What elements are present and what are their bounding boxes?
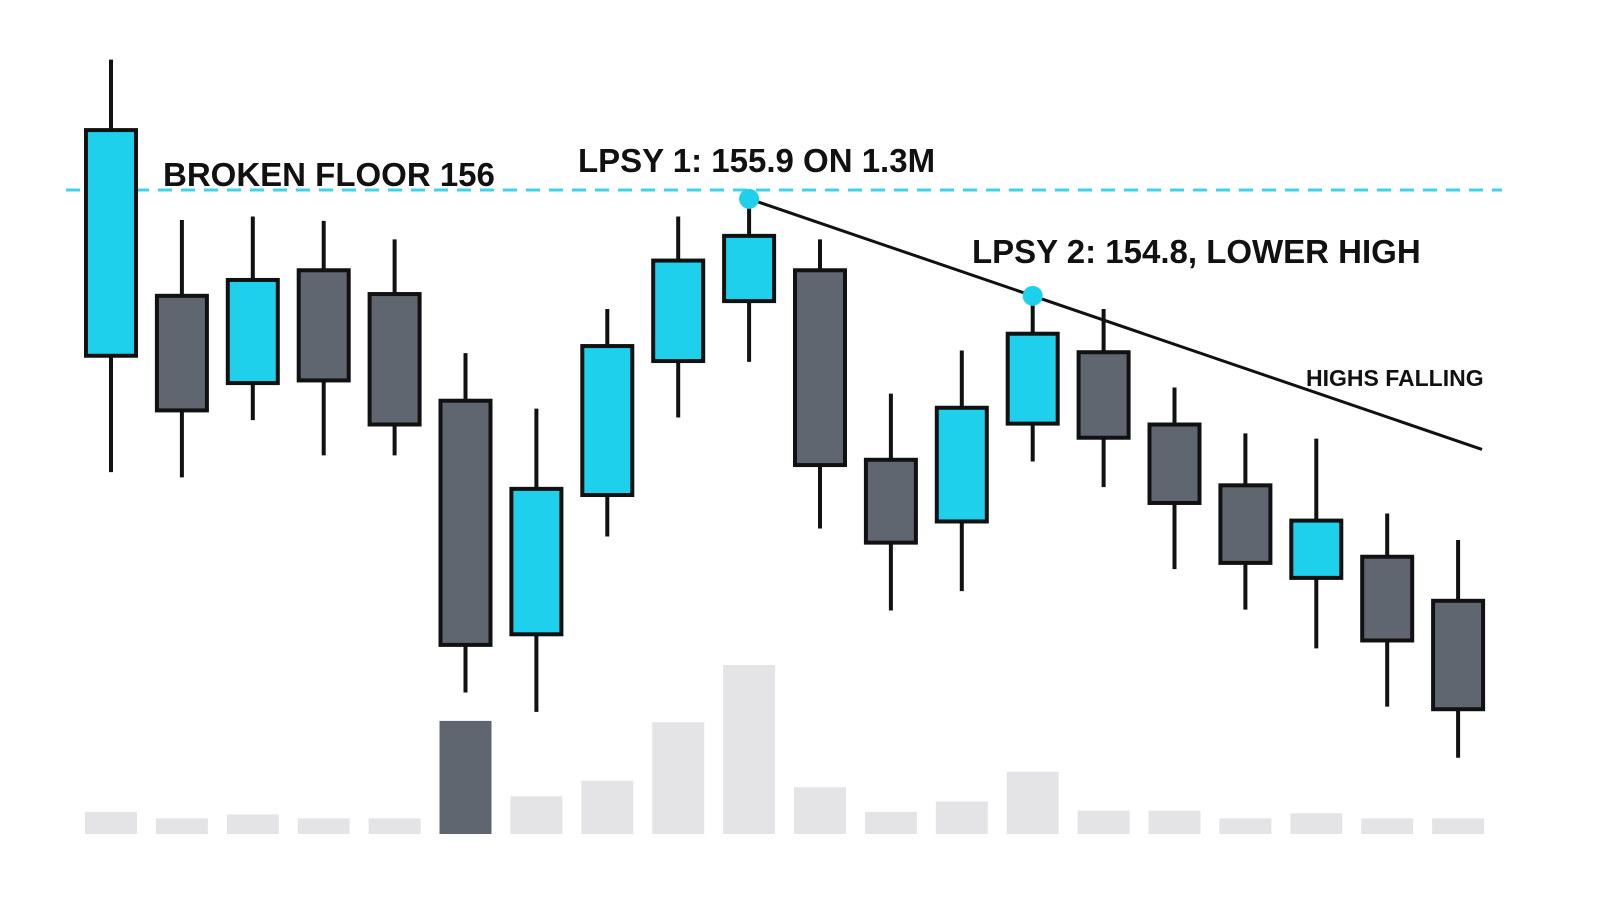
annotation: BROKEN FLOOR 156 xyxy=(163,156,495,193)
candle-body xyxy=(1218,483,1273,565)
volume-bar xyxy=(1219,818,1272,834)
candle-body xyxy=(438,398,493,647)
candle-body xyxy=(580,344,635,498)
annotation: LPSY 1: 155.9 ON 1.3M xyxy=(578,142,935,179)
trend-line xyxy=(748,197,1483,451)
candle-body xyxy=(651,258,706,364)
candle-body xyxy=(509,486,564,637)
line-layer xyxy=(66,188,1502,451)
volume-bar xyxy=(1290,813,1343,834)
candle-body xyxy=(367,292,422,427)
candle-body xyxy=(1005,331,1060,426)
annotation: LPSY 2: 154.8, LOWER HIGH xyxy=(972,233,1421,270)
candle-body xyxy=(225,277,280,386)
lpsy-dot xyxy=(739,188,760,209)
dot-layer xyxy=(739,188,1043,306)
candle-body xyxy=(793,268,847,468)
volume-bar xyxy=(439,720,492,834)
volume-bar xyxy=(1148,810,1201,834)
candle-body xyxy=(863,457,918,545)
candle-body xyxy=(1431,598,1486,712)
candle-body xyxy=(84,128,138,358)
volume-bar xyxy=(581,780,634,834)
lpsy-dot xyxy=(1022,285,1043,306)
volume-bar xyxy=(155,818,208,834)
candle-body xyxy=(154,293,209,413)
candle-body xyxy=(1076,350,1131,440)
volume-bar xyxy=(935,801,988,834)
volume-bar xyxy=(85,811,137,834)
candle-layer xyxy=(84,59,1486,758)
volume-bar xyxy=(1077,810,1130,834)
volume-bar xyxy=(864,811,917,834)
volume-bar xyxy=(1361,818,1414,834)
annotation: HIGHS FALLING xyxy=(1306,365,1484,391)
candle-body xyxy=(1289,518,1344,580)
volume-layer xyxy=(85,665,1485,834)
candle-body xyxy=(1147,422,1202,505)
volume-bar xyxy=(1006,771,1059,834)
candle-body xyxy=(1360,554,1415,643)
volume-bar xyxy=(794,787,846,834)
volume-bar xyxy=(368,818,421,834)
candle-body xyxy=(296,268,351,383)
volume-bar xyxy=(723,665,776,834)
volume-bar xyxy=(510,796,563,834)
volume-bar xyxy=(297,818,350,834)
volume-bar xyxy=(226,814,279,834)
volume-bar xyxy=(652,722,705,834)
candle-body xyxy=(934,405,989,524)
candle-body xyxy=(722,233,777,304)
volume-bar xyxy=(1432,818,1485,834)
